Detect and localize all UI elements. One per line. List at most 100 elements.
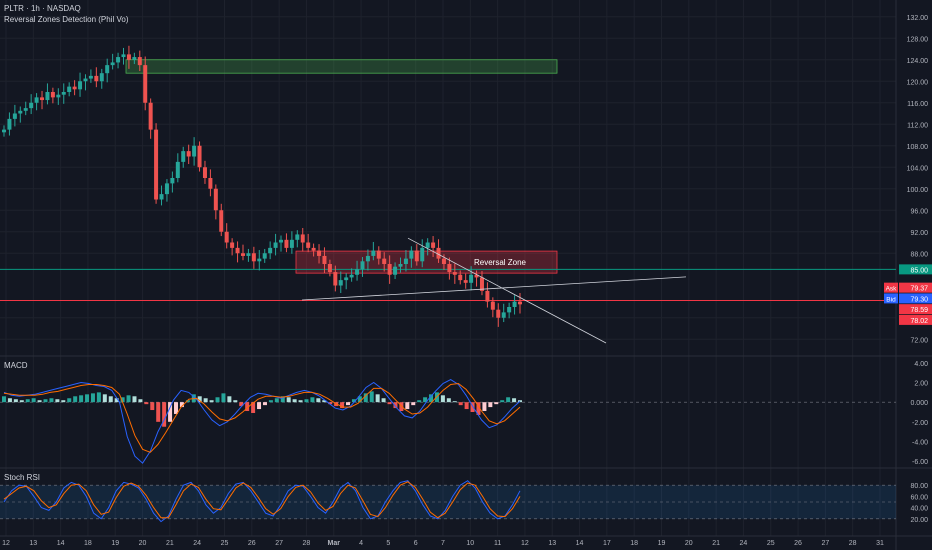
time-tick: 13 [548, 540, 556, 547]
stoch-rsi-label: Stoch RSI [4, 473, 41, 482]
candle-body [116, 57, 121, 63]
macd-tick: -6.00 [912, 459, 928, 466]
price-tick: 96.00 [910, 208, 928, 215]
macd-histogram-bar [197, 396, 202, 403]
price-tag-bg [899, 304, 932, 315]
candle-body [34, 97, 39, 103]
candle-body [61, 92, 66, 95]
macd-histogram-bar [482, 402, 487, 412]
candle-body [284, 239, 289, 248]
candle-body [469, 274, 474, 283]
time-tick: 13 [29, 540, 37, 547]
macd-histogram-bar [73, 396, 78, 403]
candle-body [29, 102, 34, 109]
macd-histogram-bar [286, 397, 291, 403]
price-tag: 78.02 [899, 314, 932, 325]
candle-body [414, 250, 419, 262]
macd-histogram-bar [209, 400, 214, 403]
price-tag: 78.59 [899, 304, 932, 315]
candle-body [159, 194, 164, 200]
macd-histogram-bar [90, 393, 95, 403]
candle-body [501, 312, 506, 318]
macd-histogram-bar [363, 393, 368, 403]
macd-histogram-bar [458, 402, 463, 406]
time-tick: 21 [166, 540, 174, 547]
candle-body [458, 274, 463, 281]
candle-body [235, 247, 240, 254]
macd-histogram-bar [322, 400, 327, 403]
macd-histogram-bar [203, 398, 208, 403]
candle-body [126, 54, 131, 60]
candle-body [72, 86, 77, 90]
candle-body [273, 242, 278, 248]
time-tick: 18 [84, 540, 92, 547]
macd-histogram-bar [429, 394, 434, 403]
macd-histogram-bar [452, 401, 457, 403]
price-candles [2, 45, 522, 327]
macd-histogram-bar [262, 402, 267, 406]
macd-histogram-bar [2, 396, 6, 403]
price-tag-label-bg [884, 293, 898, 304]
candle-body [121, 54, 126, 58]
price-tag: Ask 79.37 [884, 282, 932, 293]
candle-body [2, 129, 6, 133]
candle-body [164, 183, 169, 195]
signal-line [3, 382, 521, 453]
macd-histogram-bar [340, 402, 345, 409]
falling-trendline [407, 237, 607, 344]
candle-body [431, 242, 436, 248]
candle-body [240, 253, 245, 256]
macd-histogram-bar [43, 399, 48, 403]
macd-histogram-bar [233, 400, 238, 403]
stoch-rsi-pane [0, 480, 896, 523]
macd-histogram-bar [174, 402, 178, 414]
candle-body [50, 92, 55, 98]
macd-histogram-bar [274, 398, 279, 403]
candle-body [105, 65, 110, 74]
candle-body [257, 258, 262, 262]
candle-body [349, 274, 354, 278]
candle-body [110, 62, 115, 66]
stoch-k-line [3, 480, 521, 523]
macd-histogram-bar [19, 400, 24, 403]
time-tick: 26 [794, 540, 802, 547]
price-tick: 128.00 [907, 36, 929, 43]
candle-body [409, 250, 414, 259]
indicator-title: Reversal Zones Detection (Phil Vo) [4, 15, 129, 24]
time-tick: 14 [576, 540, 584, 547]
price-tag-value: 79.30 [910, 296, 928, 303]
time-tick: Mar [328, 540, 341, 547]
macd-histogram-bar [351, 399, 356, 403]
macd-histogram-bar [512, 398, 517, 403]
candle-body [490, 301, 495, 310]
candle-body [148, 102, 153, 130]
candle-body [224, 231, 229, 243]
candle-body [213, 188, 218, 211]
macd-histogram-bar [227, 396, 232, 403]
macd-histogram-bar [31, 398, 36, 403]
price-tag-label: Bid [886, 296, 896, 303]
time-tick: 6 [414, 540, 418, 547]
time-tick: 27 [821, 540, 829, 547]
candle-body [327, 264, 332, 273]
macd-histogram-bar [144, 402, 149, 405]
symbol-title: PLTR · 1h · NASDAQ [4, 4, 81, 13]
candle-body [393, 266, 398, 275]
candle-body [202, 167, 207, 178]
price-tag-bg [899, 314, 932, 325]
candle-body [12, 113, 17, 119]
candle-body [452, 272, 457, 275]
candle-body [360, 261, 365, 270]
candle-body [99, 73, 104, 82]
macd-histogram-bar [25, 399, 30, 403]
time-tick: 28 [303, 540, 311, 547]
price-tag-value: 78.59 [910, 307, 928, 314]
candle-body [18, 110, 23, 114]
macd-histogram-bar [464, 402, 469, 410]
macd-histogram-bar [7, 398, 12, 403]
candle-body [507, 307, 512, 313]
macd-histogram-bar [85, 394, 90, 403]
time-axis[interactable]: 12 13 14 18 19 20 21 24 25 26 27 28 Mar 4 5 6 7 10 11 12 13 1… [2, 540, 884, 547]
candle-body [306, 242, 311, 248]
